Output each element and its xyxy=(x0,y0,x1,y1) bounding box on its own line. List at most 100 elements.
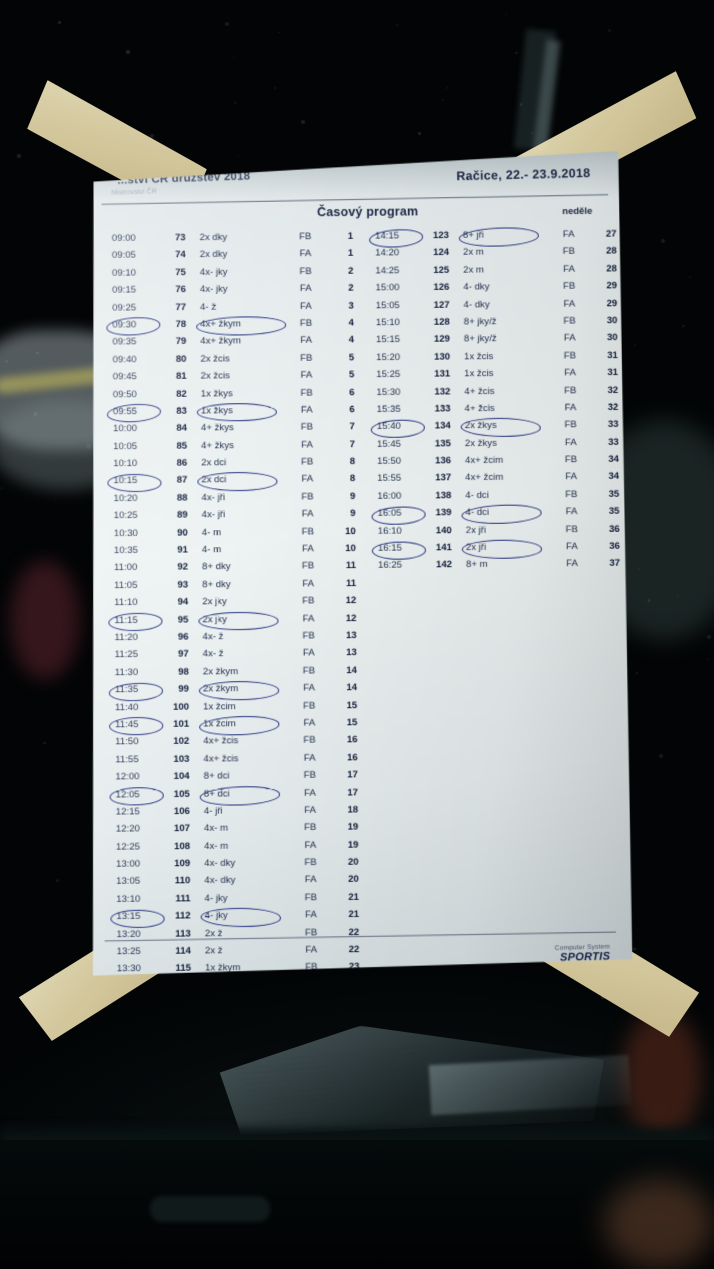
row-final-code: FB xyxy=(301,491,314,503)
row-final-code: FA xyxy=(301,508,314,520)
row-time: 15:25 xyxy=(376,369,401,381)
row-final-code: FA xyxy=(565,471,578,483)
row-sequence: 3 xyxy=(348,300,354,312)
row-sequence: 5 xyxy=(348,369,355,381)
row-race-number: 90 xyxy=(177,527,188,539)
row-race-number: 95 xyxy=(177,614,189,626)
raindrop xyxy=(37,462,40,465)
row-sequence: 5 xyxy=(348,352,355,364)
row-race-number: 85 xyxy=(176,440,188,452)
row-race-number: 137 xyxy=(435,472,452,484)
schedule-row: 11:05 93 8+ dky FA 11 xyxy=(102,578,364,598)
schedule-row: 16:25 142 8+ m FA 37 xyxy=(366,558,628,578)
pen-circle-event xyxy=(201,978,281,997)
row-race-number: 108 xyxy=(174,840,191,852)
row-event: 4+ žkys xyxy=(200,422,234,434)
row-sequence: 21 xyxy=(348,909,360,921)
pen-circle-event xyxy=(202,1030,282,1049)
row-race-number: 117 xyxy=(175,998,192,1010)
row-final-code: FB xyxy=(301,560,315,572)
row-event: 4+ žcis xyxy=(464,402,495,415)
row-race-number: 114 xyxy=(175,945,191,957)
row-time: 13:10 xyxy=(116,893,141,905)
row-time: 10:15 xyxy=(113,475,138,487)
row-final-code: FA xyxy=(299,283,312,295)
schedule-row: 15:35 133 4+ žcis FA 32 xyxy=(365,402,627,422)
schedule-row: 11:50 102 4x+ žcis FB 16 xyxy=(103,734,365,754)
raindrop xyxy=(236,154,240,158)
row-sequence: 9 xyxy=(350,490,356,502)
row-final-code: FB xyxy=(564,454,578,466)
dashboard-handle xyxy=(150,1196,270,1222)
row-final-code: FA xyxy=(563,298,576,310)
row-time: 12:15 xyxy=(115,806,140,818)
row-race-number: 134 xyxy=(434,420,451,432)
row-race-number: 118 xyxy=(175,1015,192,1027)
schedule-row: 13:15 112 4- jky FA 21 xyxy=(104,909,367,929)
row-race-number: 123 xyxy=(432,230,449,242)
row-final-code: FA xyxy=(300,369,313,381)
schedule-row: 15:30 132 4+ žcis FB 32 xyxy=(364,384,626,404)
row-race-number: 96 xyxy=(177,631,189,643)
row-time: 11:20 xyxy=(114,631,138,644)
row-final-code: FB xyxy=(303,700,316,712)
raindrop xyxy=(125,50,131,55)
row-sequence: 10 xyxy=(345,543,356,555)
row-event: 4+ žcis xyxy=(464,385,495,397)
row-event: 4+ žkys xyxy=(201,439,234,452)
row-time: 13:00 xyxy=(116,858,141,870)
row-sequence: 11 xyxy=(345,560,357,572)
row-final-code: FA xyxy=(300,404,313,416)
row-event: 1x žkys xyxy=(200,387,233,400)
raindrop xyxy=(519,103,523,106)
row-event: 1x žkym xyxy=(205,980,241,992)
row-race-number: 122 xyxy=(175,1085,192,1097)
row-event: 4x- ž xyxy=(202,631,224,643)
schedule-row: 11:00 92 8+ dky FB 11 xyxy=(102,560,364,580)
raindrop xyxy=(0,487,3,490)
row-event: 4x+ žkym xyxy=(200,335,242,348)
red-reflection xyxy=(10,560,80,680)
roof-rail xyxy=(513,28,557,152)
row-time: 15:20 xyxy=(376,351,401,363)
raindrop xyxy=(17,154,21,158)
row-race-number: 124 xyxy=(433,247,450,259)
row-event: 1x žcis xyxy=(464,368,494,380)
row-sequence: 13 xyxy=(345,630,357,642)
row-time: 12:25 xyxy=(115,841,141,853)
row-final-code: FA xyxy=(304,804,316,816)
schedule-row: 11:45 101 1x žcim FA 15 xyxy=(103,717,365,737)
row-sequence: 17 xyxy=(347,786,359,799)
row-time: 15:55 xyxy=(377,473,402,485)
schedule-row: 13:10 111 4- jky FB 21 xyxy=(104,892,367,912)
schedule-row: 09:15 76 4x- jky FA 2 xyxy=(100,283,362,303)
row-event: 4- dky xyxy=(463,281,490,293)
schedule-row: 10:00 84 4+ žkys FB 7 xyxy=(101,421,363,441)
row-time: 15:10 xyxy=(375,317,400,329)
schedule-row: 11:15 95 2x jky FA 12 xyxy=(102,613,364,633)
raindrop xyxy=(47,397,50,400)
row-final-code: FB xyxy=(300,352,313,364)
schedule-row: 13:05 110 4x- dky FA 20 xyxy=(104,874,367,894)
row-time: 12:00 xyxy=(115,771,140,783)
row-race-number: 116 xyxy=(175,980,192,992)
row-race-number: 141 xyxy=(435,542,452,554)
row-time: 14:25 xyxy=(375,265,400,277)
row-event: 1x žcim xyxy=(203,718,236,730)
schedule-row: 11:10 94 2x jky FB 12 xyxy=(102,595,364,615)
row-final-code: FA xyxy=(299,248,312,260)
schedule-row: 09:25 77 4- ž FA 3 xyxy=(100,300,362,320)
row-event: 4- dci xyxy=(465,489,489,501)
schedule-row: 11:20 96 4x- ž FB 13 xyxy=(102,630,364,650)
row-time: 09:50 xyxy=(112,388,137,400)
row-race-number: 92 xyxy=(177,561,189,573)
schedule-row: 13:00 109 4x- dky FB 20 xyxy=(104,857,367,877)
row-event: 8+ dky xyxy=(201,561,231,573)
row-event: 4- jři xyxy=(203,805,223,817)
row-race-number: 140 xyxy=(435,524,452,536)
raindrop xyxy=(681,324,685,328)
row-final-code: FB xyxy=(302,665,316,677)
row-race-number: 102 xyxy=(173,736,190,748)
row-race-number: 75 xyxy=(175,266,186,278)
